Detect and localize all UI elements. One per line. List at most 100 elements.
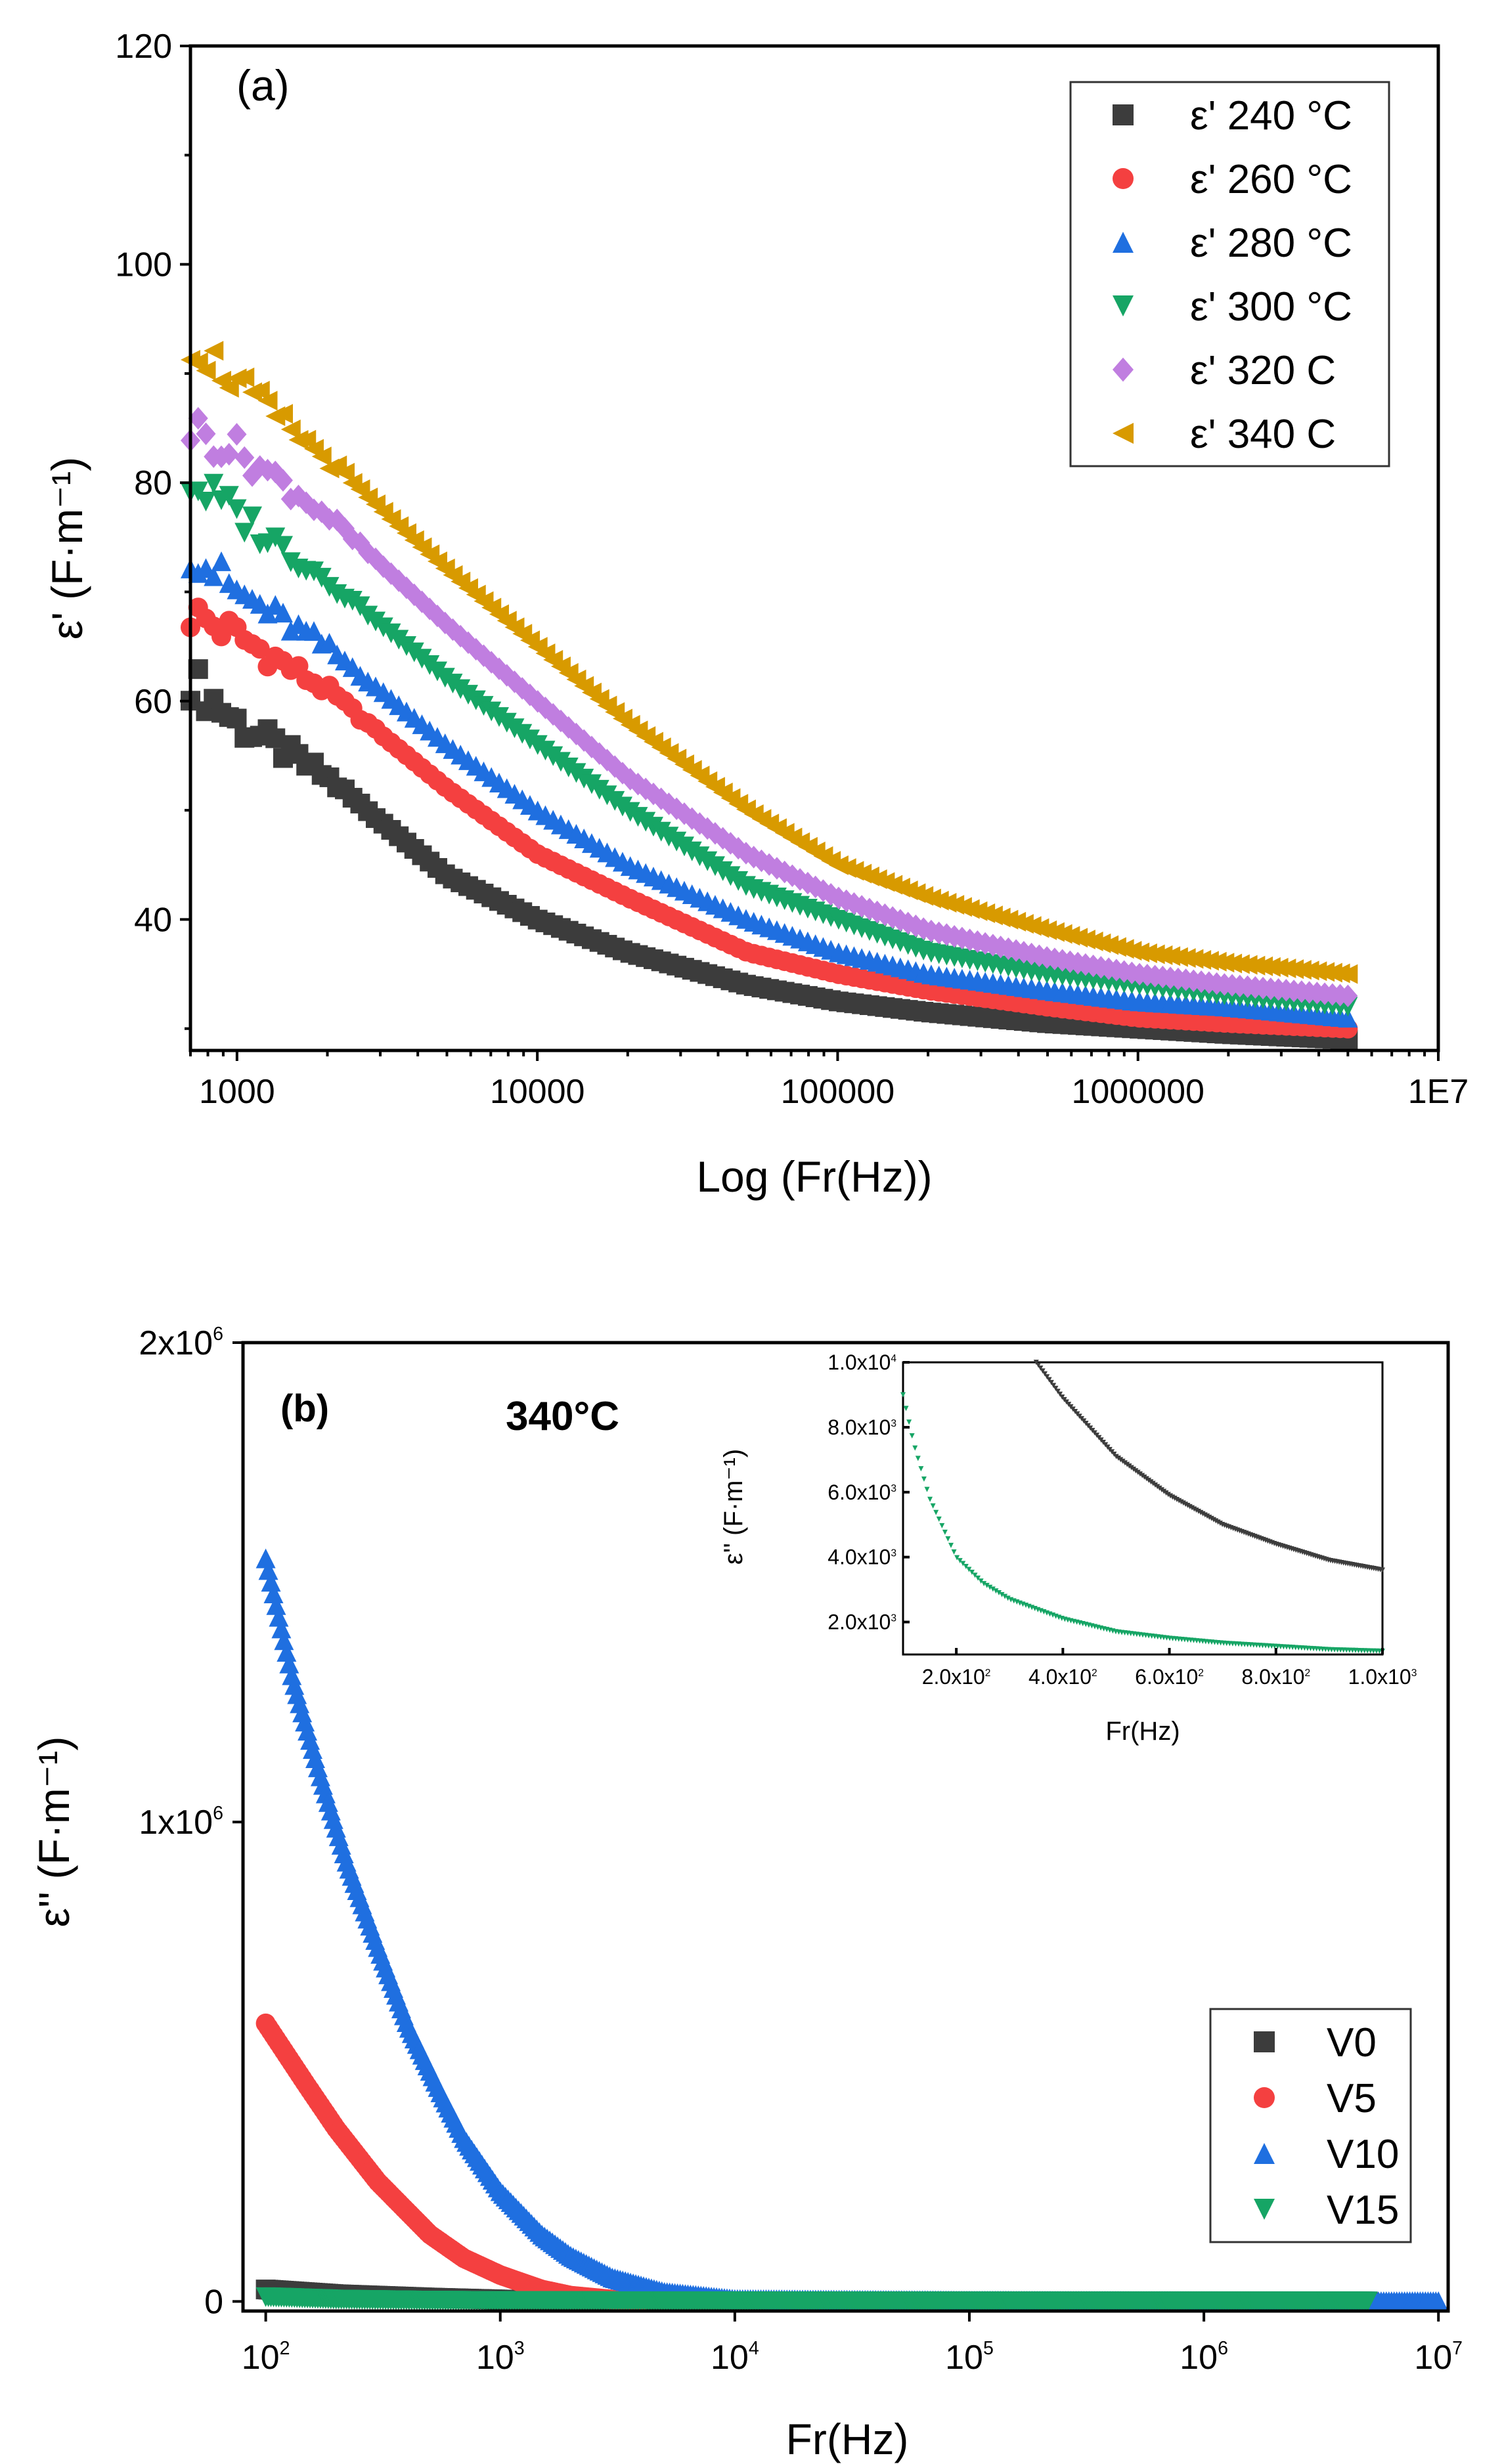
data-point (903, 1406, 909, 1412)
y-tick-label: 2x106 (139, 1324, 223, 1362)
x-tick-label: 103 (476, 2338, 525, 2377)
data-point (954, 1555, 960, 1561)
data-point (1380, 1567, 1385, 1573)
data-point (900, 1392, 906, 1398)
x-tick-label: 100000 (781, 1073, 895, 1111)
series--240-c (181, 659, 1358, 1050)
legend-label: ε' 300 °C (1190, 284, 1352, 330)
data-point (945, 1536, 951, 1542)
data-point (636, 811, 656, 832)
data-point (1139, 1473, 1145, 1479)
data-point (936, 1516, 942, 1522)
data-point (1124, 1461, 1130, 1467)
data-point (972, 1572, 978, 1578)
data-point (1133, 1468, 1139, 1474)
panel-a-legend-box (1069, 81, 1390, 467)
panel-b-legend-box (1209, 2008, 1412, 2243)
series--340-c (181, 341, 1358, 984)
panel-a-legend: ε' 240 °C ε' 260 °C ε' 280 °C ε' 300 °C ε' 3… (1069, 81, 1390, 467)
data-point (966, 1567, 972, 1572)
data-point (1115, 1455, 1121, 1461)
data-point (257, 391, 278, 411)
inset-x-tick-label: 1.0x103 (1348, 1665, 1417, 1689)
panel-a-ticks: 40 60 80 100 120 1000 10000 100000 1000000 1E7 (115, 28, 1469, 1111)
legend-label: ε' 340 C (1190, 412, 1336, 457)
data-point (697, 851, 718, 871)
data-point (1002, 1593, 1008, 1599)
data-point (1148, 1479, 1154, 1485)
data-point (273, 536, 293, 556)
x-tick-label: 10000 (490, 1073, 585, 1111)
data-point (1428, 2291, 1449, 2312)
data-point (643, 817, 663, 837)
data-point (987, 1584, 993, 1590)
inset-x-tick-label: 2.0x102 (922, 1665, 991, 1689)
data-point (188, 563, 208, 583)
legend-marker (1254, 2199, 1275, 2220)
legend-label: V5 (1327, 2076, 1377, 2121)
data-point (924, 1486, 930, 1492)
x-tick-label: 1000 (199, 1073, 275, 1111)
data-point (951, 1549, 957, 1555)
data-point (1033, 1360, 1039, 1365)
data-point (999, 1591, 1005, 1597)
data-point (930, 1503, 936, 1509)
data-point (1113, 1454, 1119, 1459)
legend-label: ε' 280 °C (1190, 221, 1352, 266)
data-point (271, 1618, 292, 1639)
data-point (1042, 1371, 1048, 1377)
data-point (279, 1653, 299, 1674)
legend-marker (1254, 2031, 1275, 2052)
panel-b-title: 340°C (506, 1394, 619, 1439)
panel-a-y-axis-label: ε' (F·m⁻¹) (43, 457, 91, 639)
inset-y-tick-label: 8.0x103 (828, 1416, 896, 1439)
panel-b-y-axis-label: ε'' (F·m⁻¹) (30, 1736, 78, 1927)
x-tick-label: 105 (945, 2338, 994, 2377)
data-point (1131, 1466, 1137, 1472)
series--280-c (181, 551, 1358, 1028)
data-point (269, 1607, 289, 1627)
data-point (250, 380, 270, 400)
y-tick-label: 40 (134, 901, 172, 939)
inset-x-tick-label: 4.0x102 (1028, 1665, 1097, 1689)
data-point (255, 1548, 276, 1568)
x-tick-label: 106 (1180, 2338, 1228, 2377)
series-v15 (255, 2287, 1378, 2312)
data-point (620, 802, 640, 822)
data-point (1046, 1377, 1052, 1383)
data-point (303, 621, 324, 641)
data-point (1122, 1460, 1128, 1466)
data-point (720, 866, 741, 886)
x-tick-label: 104 (711, 2338, 759, 2377)
data-point (1118, 1457, 1124, 1463)
data-point (1126, 1463, 1132, 1469)
data-point (942, 1529, 948, 1535)
panel-b: 0 1x106 2x106 102 103 104 105 106 107 Fr(Hz) ε''… (30, 1324, 1463, 2463)
data-point (906, 1419, 912, 1425)
data-point (1150, 1481, 1156, 1486)
data-point (948, 1542, 954, 1548)
data-point (263, 1583, 284, 1603)
legend-marker (1113, 423, 1134, 444)
data-point (975, 1575, 981, 1581)
data-point (227, 708, 247, 729)
legend-marker (1113, 232, 1134, 253)
data-point (342, 590, 363, 611)
data-point (227, 423, 247, 446)
data-point (1358, 2291, 1378, 2312)
inset-x-tick-label: 8.0x102 (1241, 1665, 1310, 1689)
inset-x-tick-label: 6.0x102 (1135, 1665, 1204, 1689)
data-point (204, 341, 224, 361)
data-point (1055, 1389, 1061, 1394)
x-tick-label: 102 (242, 2338, 290, 2377)
data-point (1157, 1485, 1162, 1491)
legend-marker (1113, 104, 1134, 125)
data-point (705, 856, 725, 876)
inset-y-tick-label: 4.0x103 (828, 1545, 896, 1569)
data-point (1153, 1482, 1159, 1488)
y-tick-label: 80 (134, 464, 172, 502)
data-point (1137, 1471, 1143, 1477)
data-point (204, 566, 224, 586)
legend-marker (1254, 2087, 1275, 2108)
